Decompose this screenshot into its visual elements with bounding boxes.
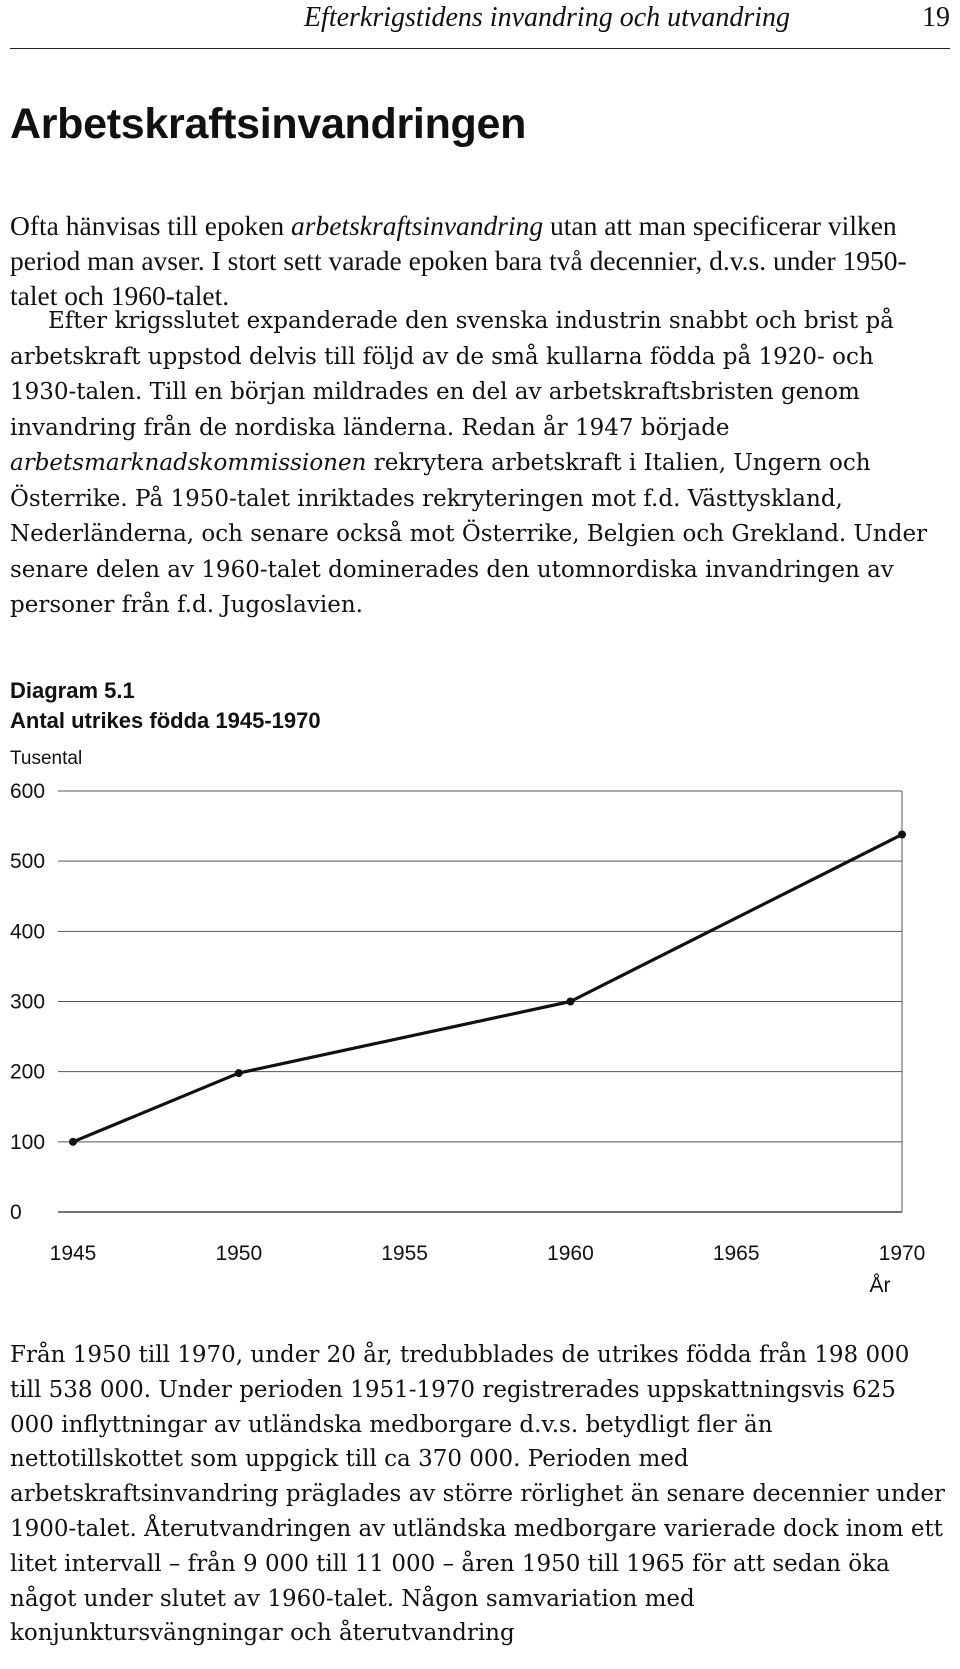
y-tick-labels: 0 100 200 300 400 500 600 <box>10 780 45 1224</box>
intro-text-1: Ofta hänvisas till epoken <box>10 210 292 241</box>
x-tick-label: 1970 <box>879 1242 926 1265</box>
y-tick-label: 100 <box>10 1131 45 1154</box>
y-tick-label: 200 <box>10 1061 45 1084</box>
data-point <box>898 830 906 839</box>
x-tick-label: 1955 <box>381 1242 428 1265</box>
x-tick-label: 1950 <box>215 1242 262 1265</box>
data-point <box>234 1069 243 1078</box>
x-tick-label: 1945 <box>50 1242 97 1265</box>
section-title: Arbetskraftsinvandringen <box>10 100 527 148</box>
figure-unit: Tusental <box>10 748 83 769</box>
x-axis-label: År <box>870 1274 891 1297</box>
series-line <box>72 833 903 1144</box>
body-term: arbetsmarknadskommissionen <box>10 450 367 476</box>
y-tick-label: 400 <box>10 920 45 943</box>
data-point <box>566 997 575 1006</box>
running-title: Efterkrigstidens invandring och utvandri… <box>303 2 790 33</box>
body-text-2: rekrytera arbetskraft i Italien, Ungern … <box>10 450 928 618</box>
figure-number: Diagram 5.1 <box>10 678 135 703</box>
y-tick-label: 300 <box>10 991 45 1014</box>
x-tick-labels: 1945 1950 1955 1960 1965 1970 <box>50 1242 926 1265</box>
data-point <box>69 1137 77 1146</box>
closing-paragraph: Från 1950 till 1970, under 20 år, tredub… <box>10 1342 946 1647</box>
running-header: Efterkrigstidens invandring och utvandri… <box>10 0 950 49</box>
y-tick-label: 600 <box>10 780 45 803</box>
y-tick-label: 0 <box>10 1201 22 1224</box>
line-chart: 0 100 200 300 400 500 600 1945 1950 1955 1960 1965… <box>10 780 926 1297</box>
x-tick-label: 1965 <box>713 1242 760 1265</box>
chart-gridlines <box>58 790 903 1213</box>
page-number: 19 <box>922 2 950 33</box>
intro-paragraph: Ofta hänvisas till epoken arbetskraftsin… <box>10 208 940 313</box>
chart-series <box>69 830 906 1146</box>
intro-term: arbetskraftsinvandring <box>291 210 544 241</box>
x-tick-label: 1960 <box>547 1242 594 1265</box>
body-text-1: Efter krigsslutet expanderade den svensk… <box>10 308 894 441</box>
figure-title: Antal utrikes födda 1945-1970 <box>10 708 321 733</box>
body-paragraph: Efter krigsslutet expanderade den svensk… <box>10 304 945 624</box>
y-tick-label: 500 <box>10 850 45 873</box>
intro-text-2: utan att man specificerar vilken period … <box>10 210 907 311</box>
